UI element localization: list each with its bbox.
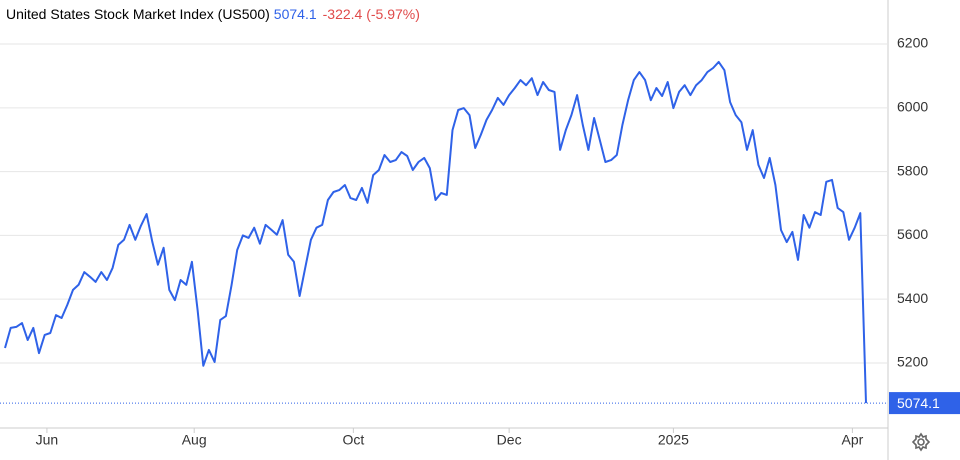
last-value-box <box>889 392 960 415</box>
x-tick-label: Oct <box>342 432 364 448</box>
price-line <box>4 60 867 404</box>
last-price: 5074.1 <box>273 6 317 22</box>
x-tick-label: Aug <box>182 432 207 448</box>
chart-title: United States Stock Market Index (US500) <box>6 6 270 22</box>
x-tick-label: 2025 <box>658 432 689 448</box>
last-value-label: 5074.1 <box>897 395 940 411</box>
y-tick-label: 5800 <box>897 162 928 178</box>
header: United States Stock Market Index (US500)… <box>6 6 420 22</box>
x-tick-label: Jun <box>36 432 59 448</box>
y-tick-label: 6200 <box>897 35 928 51</box>
y-tick-label: 5600 <box>897 226 928 242</box>
settings-icon[interactable] <box>911 432 931 452</box>
x-tick-label: Dec <box>497 432 522 448</box>
price-change: -322.4 (-5.97%) <box>322 6 420 22</box>
y-tick-label: 5200 <box>897 354 928 370</box>
x-tick-label: Apr <box>842 432 864 448</box>
y-tick-label: 5400 <box>897 290 928 306</box>
y-tick-label: 6000 <box>897 99 928 115</box>
